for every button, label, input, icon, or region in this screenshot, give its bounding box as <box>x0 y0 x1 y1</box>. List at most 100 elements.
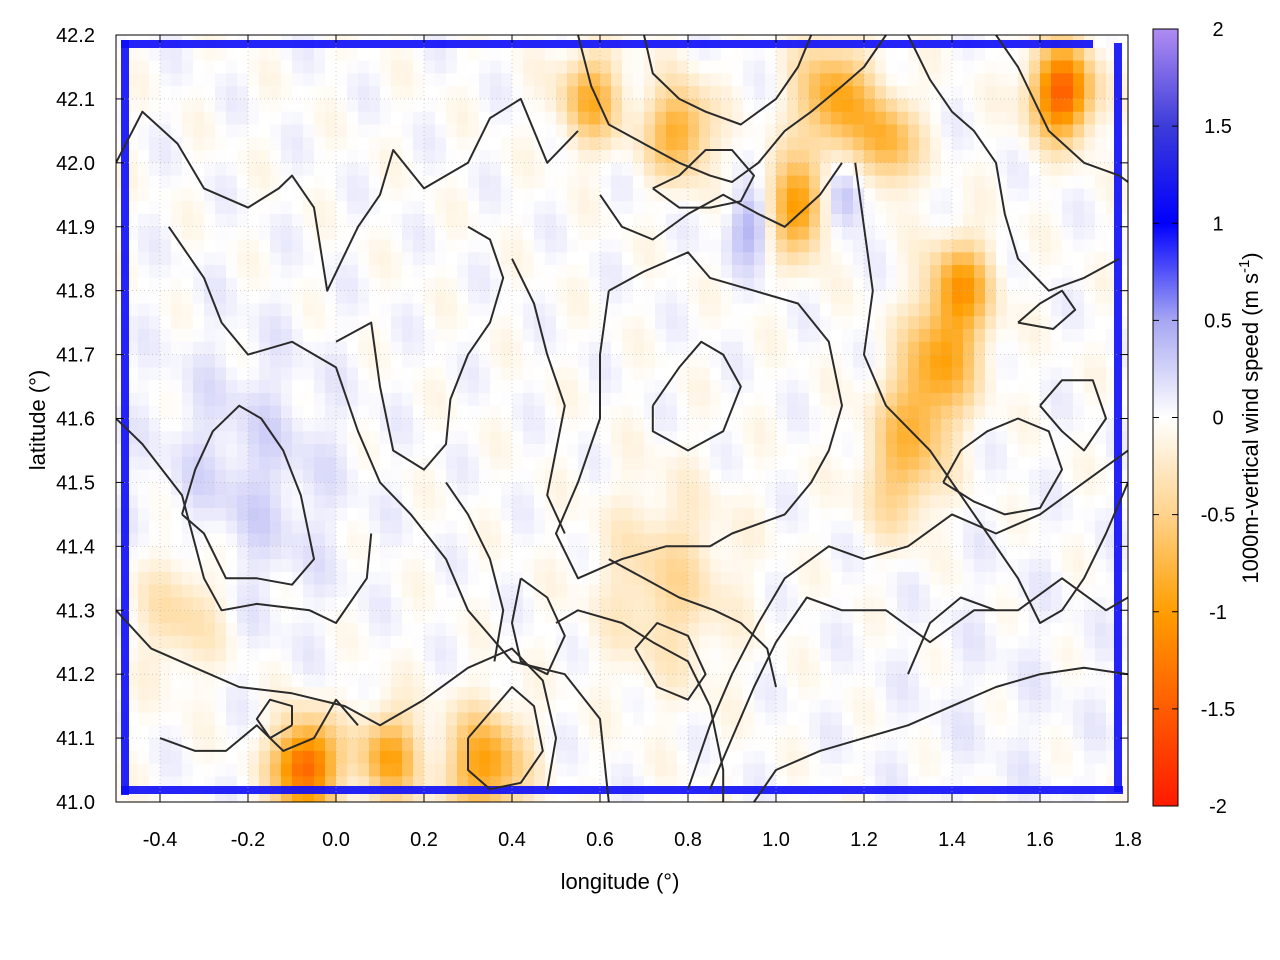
heatmap-cell <box>798 712 810 726</box>
heatmap-cell <box>358 699 370 714</box>
heatmap-cell <box>336 520 348 535</box>
heatmap-cell <box>457 635 469 650</box>
heatmap-cell <box>1051 559 1063 573</box>
heatmap-cell <box>369 546 381 560</box>
heatmap-cell <box>952 277 964 292</box>
heatmap-cell <box>435 73 447 87</box>
heatmap-cell <box>1073 533 1085 547</box>
heatmap-cell <box>501 571 513 586</box>
heatmap-cell <box>754 86 766 100</box>
heatmap-cell <box>369 252 381 266</box>
heatmap-cell <box>380 162 392 177</box>
heatmap-cell <box>1007 162 1019 177</box>
heatmap-cell <box>325 584 337 599</box>
heatmap-cell <box>787 431 799 445</box>
heatmap-cell <box>633 559 645 573</box>
heatmap-cell <box>292 405 304 420</box>
heatmap-cell <box>1073 674 1085 688</box>
heatmap-cell <box>974 533 986 547</box>
heatmap-cell <box>1062 316 1074 330</box>
heatmap-cell <box>501 73 513 87</box>
heatmap-cell <box>259 86 271 100</box>
heatmap-cell <box>699 290 711 305</box>
heatmap-cell <box>886 73 898 87</box>
heatmap-cell <box>974 201 986 215</box>
heatmap-cell <box>358 635 370 650</box>
heatmap-cell <box>974 150 986 164</box>
heatmap-cell <box>589 201 601 215</box>
heatmap-cell <box>1029 98 1041 113</box>
heatmap-cell <box>633 623 645 637</box>
heatmap-cell <box>567 584 579 599</box>
heatmap-cell <box>919 686 931 701</box>
heatmap-cell <box>622 213 634 228</box>
heatmap-cell <box>512 111 524 126</box>
heatmap-cell <box>182 712 194 726</box>
heatmap-cell <box>215 597 227 611</box>
heatmap-cell <box>1018 162 1030 177</box>
heatmap-cell <box>479 354 491 368</box>
heatmap-cell <box>798 150 810 164</box>
heatmap-cell <box>666 380 678 394</box>
heatmap-cell <box>468 47 480 62</box>
heatmap-cell <box>1073 610 1085 624</box>
heatmap-cell <box>688 623 700 637</box>
heatmap-cell <box>655 213 667 228</box>
heatmap-cell <box>1084 303 1096 317</box>
heatmap-cell <box>688 303 700 317</box>
heatmap-cell <box>886 635 898 650</box>
heatmap-cell <box>721 188 733 202</box>
heatmap-cell <box>1051 226 1063 241</box>
heatmap-cell <box>1106 571 1118 586</box>
heatmap-cell <box>556 584 568 599</box>
heatmap-cell <box>380 546 392 560</box>
heatmap-cell <box>809 124 821 138</box>
heatmap-cell <box>919 367 931 381</box>
heatmap-cell <box>864 699 876 714</box>
heatmap-cell <box>1029 213 1041 228</box>
heatmap-cell <box>215 520 227 535</box>
heatmap-cell <box>600 610 612 624</box>
heatmap-cell <box>941 175 953 189</box>
heatmap-cell <box>963 98 975 113</box>
heatmap-cell <box>688 635 700 650</box>
heatmap-cell <box>1073 213 1085 228</box>
heatmap-cell <box>270 431 282 445</box>
heatmap-cell <box>226 674 238 688</box>
heatmap-cell <box>490 686 502 701</box>
heatmap-cell <box>1029 162 1041 177</box>
heatmap-cell <box>1029 354 1041 368</box>
heatmap-cell <box>545 265 557 279</box>
heatmap-cell <box>974 73 986 87</box>
heatmap-cell <box>699 213 711 228</box>
heatmap-cell <box>743 661 755 675</box>
heatmap-cell <box>897 559 909 573</box>
heatmap-cell <box>204 150 216 164</box>
heatmap-cell <box>281 520 293 535</box>
heatmap-cell <box>633 175 645 189</box>
heatmap-cell <box>193 137 205 151</box>
heatmap-cell <box>457 699 469 714</box>
heatmap-cell <box>347 175 359 189</box>
heatmap-cell <box>721 265 733 279</box>
heatmap-cell <box>1117 367 1128 381</box>
heatmap-cell <box>556 316 568 330</box>
heatmap-cell <box>765 188 777 202</box>
heatmap-cell <box>149 431 161 445</box>
heatmap-cell <box>501 341 513 356</box>
heatmap-cell <box>699 712 711 726</box>
heatmap-cell <box>666 354 678 368</box>
heatmap-cell <box>919 648 931 662</box>
heatmap-cell <box>149 354 161 368</box>
heatmap-cell <box>732 546 744 560</box>
heatmap-cell <box>468 699 480 714</box>
heatmap-cell <box>952 252 964 266</box>
heatmap-cell <box>248 226 260 241</box>
heatmap-cell <box>347 226 359 241</box>
heatmap-cell <box>831 303 843 317</box>
heatmap-cell <box>996 60 1008 74</box>
heatmap-cell <box>446 686 458 701</box>
heatmap-cell <box>644 98 656 113</box>
heatmap-cell <box>391 277 403 292</box>
heatmap-cell <box>149 137 161 151</box>
